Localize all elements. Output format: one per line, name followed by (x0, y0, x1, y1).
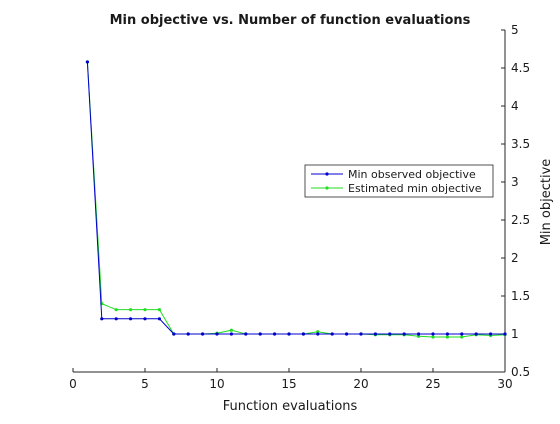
data-point (474, 332, 478, 336)
data-point (431, 332, 435, 336)
legend-label: Estimated min objective (348, 182, 482, 195)
data-point (129, 317, 133, 321)
legend-box (304, 164, 494, 198)
y-tick-label: 1 (511, 327, 519, 341)
data-point (287, 332, 291, 336)
data-point (172, 332, 176, 336)
data-point (445, 335, 449, 339)
data-point (143, 317, 147, 321)
data-point (301, 332, 305, 336)
y-tick-label: 5 (511, 23, 519, 37)
data-point (85, 60, 89, 64)
data-point (143, 308, 147, 312)
data-point (489, 332, 493, 336)
x-tick-label: 0 (69, 377, 77, 391)
data-point (114, 308, 118, 312)
y-axis-label: Min objective (539, 159, 554, 246)
data-point (345, 332, 349, 336)
legend-swatch-marker (325, 186, 329, 190)
chart-title: Min objective vs. Number of function eva… (110, 13, 471, 28)
data-point (359, 332, 363, 336)
data-point (503, 332, 507, 336)
x-tick-label: 5 (141, 377, 149, 391)
x-tick-label: 30 (497, 377, 512, 391)
y-tick-label: 0.5 (511, 365, 530, 379)
data-point (460, 332, 464, 336)
y-tick-label: 1.5 (511, 289, 530, 303)
data-point (201, 332, 205, 336)
y-tick-label: 2 (511, 251, 519, 265)
data-point (402, 332, 406, 336)
legend-label: Min observed objective (348, 168, 476, 181)
data-point (229, 328, 233, 332)
x-tick-label: 15 (281, 377, 296, 391)
data-point (460, 335, 464, 339)
data-point (330, 332, 334, 336)
data-point (373, 332, 377, 336)
axes-layer: 0 5 10 15 20 25 300.5 1 1.5 2 2.5 3 3.5 4 4.5 5 (69, 23, 530, 391)
y-tick-label: 4 (511, 99, 519, 113)
data-point (186, 332, 190, 336)
data-point (388, 332, 392, 336)
data-point (157, 317, 161, 321)
legend-swatch-marker (325, 172, 329, 176)
data-point (215, 332, 219, 336)
data-point (229, 332, 233, 336)
series-layer (85, 60, 507, 339)
data-point (445, 332, 449, 336)
y-tick-label: 3 (511, 175, 519, 189)
data-point (244, 332, 248, 336)
data-point (114, 317, 118, 321)
data-point (316, 330, 320, 334)
data-point (431, 335, 435, 339)
x-tick-label: 20 (353, 377, 368, 391)
y-tick-label: 4.5 (511, 61, 530, 75)
data-point (273, 332, 277, 336)
x-axis-label: Function evaluations (223, 399, 358, 414)
x-tick-label: 25 (425, 377, 440, 391)
data-point (129, 308, 133, 312)
series-line-1 (86, 61, 506, 338)
series-group-0 (85, 60, 507, 336)
x-tick-label: 10 (209, 377, 224, 391)
data-point (316, 332, 320, 336)
y-tick-label: 3.5 (511, 137, 530, 151)
data-point (258, 332, 262, 336)
data-point (417, 334, 421, 338)
y-tick-label: 2.5 (511, 213, 530, 227)
data-point (417, 332, 421, 336)
series-group-1 (85, 60, 507, 339)
series-line-0 (86, 61, 505, 335)
data-point (157, 308, 161, 312)
data-point (100, 317, 104, 321)
